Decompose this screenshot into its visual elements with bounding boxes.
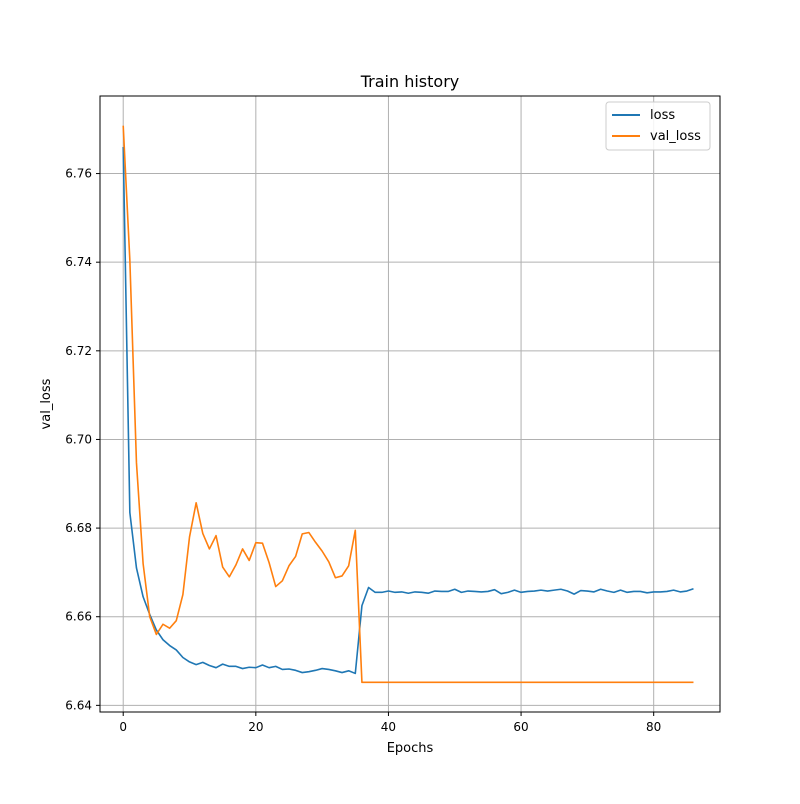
y-tick-label: 6.74: [65, 255, 92, 269]
series-layer: [122, 125, 694, 684]
y-tick-label: 6.66: [65, 610, 92, 624]
y-axis-label: val_loss: [39, 378, 54, 429]
x-tick-label: 40: [381, 720, 396, 734]
y-tick-label: 6.64: [65, 698, 92, 712]
y-tick-label: 6.76: [65, 167, 92, 181]
legend: loss val_loss: [605, 101, 711, 151]
x-tick-label: 80: [646, 720, 661, 734]
legend-label-val-loss: val_loss: [650, 129, 701, 144]
x-axis-label: Epochs: [387, 741, 434, 756]
series-line-val-loss: [122, 125, 694, 684]
y-tick-label: 6.70: [65, 432, 92, 446]
grid-layer: [100, 96, 720, 712]
y-tick-label: 6.68: [65, 521, 92, 535]
chart-title: Train history: [360, 72, 460, 91]
x-tick-label: 0: [119, 720, 127, 734]
series-line-loss: [122, 146, 694, 675]
legend-label-loss: loss: [650, 108, 675, 123]
plot-area-frame: [99, 95, 721, 713]
x-tick-label: 20: [248, 720, 263, 734]
y-tick-label: 6.72: [65, 344, 92, 358]
axes-ticks: 0 20 40 60 80 6.64 6.66 6.68 6.70 6.72 6.74 6.76: [65, 167, 661, 734]
x-tick-label: 60: [513, 720, 528, 734]
